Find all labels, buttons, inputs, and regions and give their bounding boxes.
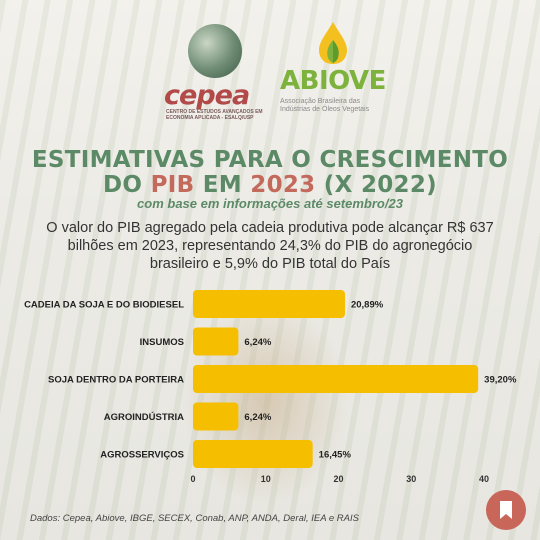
value-label-0: 20,89% — [351, 300, 384, 311]
bar-4 — [193, 440, 313, 468]
oil-drop-icon — [319, 22, 347, 64]
value-label-4: 16,45% — [319, 450, 352, 461]
title-text-c: (X 2022) — [315, 172, 437, 198]
category-label-1: INSUMOS — [140, 337, 184, 348]
bar-2 — [193, 365, 479, 393]
bar-1 — [193, 327, 239, 356]
cepea-logo: cepea CENTRO DE ESTUDOS AVANÇADOS EM ECO… — [160, 18, 270, 121]
category-label-2: SOJA DENTRO DA PORTEIRA — [48, 375, 184, 386]
title-line-2: DO PIB EM 2023 (X 2022) — [0, 172, 540, 198]
bar-chart: CADEIA DA SOJA E DO BIODIESEL 20,89% INSUM… — [24, 290, 517, 484]
title-year: 2023 — [250, 172, 316, 198]
source-note: Dados: Cepea, Abiove, IBGE, SECEX, Conab… — [30, 513, 359, 524]
category-label-3: AGROINDÚSTRIA — [104, 411, 184, 423]
x-tick-label-0: 0 — [190, 474, 195, 484]
title-text-a: DO — [103, 172, 151, 198]
x-tick-label-3: 30 — [406, 474, 416, 484]
globe-icon — [188, 24, 242, 78]
bookmark-icon — [500, 501, 512, 519]
x-tick-label-4: 40 — [479, 474, 489, 484]
value-label-2: 39,20% — [484, 375, 517, 386]
x-tick-label-1: 10 — [261, 474, 271, 484]
bar-3 — [193, 402, 239, 431]
subtitle: com base em informações até setembro/23 — [137, 196, 403, 211]
cepea-logo-text: cepea — [164, 80, 250, 111]
title-pib: PIB — [150, 172, 195, 198]
category-label-0: CADEIA DA SOJA E DO BIODIESEL — [24, 300, 184, 311]
abiove-logo-text: ABIOVE — [280, 66, 386, 96]
abiove-logo-subtitle: Associação Brasileira das Indústrias de … — [280, 98, 370, 113]
abiove-logo: ABIOVE Associação Brasileira das Indústr… — [272, 16, 392, 121]
title-text-b: EM — [194, 172, 251, 198]
title-line-1: ESTIMATIVAS PARA O CRESCIMENTO — [31, 147, 509, 173]
bar-0 — [193, 290, 345, 318]
value-label-3: 6,24% — [244, 412, 271, 423]
x-tick-label-2: 20 — [333, 474, 343, 484]
description-text: O valor do PIB agregado pela cadeia prod… — [46, 220, 494, 272]
category-label-4: AGROSSERVIÇOS — [100, 450, 184, 461]
bookmark-button[interactable] — [486, 490, 526, 530]
value-label-1: 6,24% — [244, 337, 271, 348]
cepea-logo-subtitle: CENTRO DE ESTUDOS AVANÇADOS EM ECONOMIA … — [166, 109, 263, 121]
